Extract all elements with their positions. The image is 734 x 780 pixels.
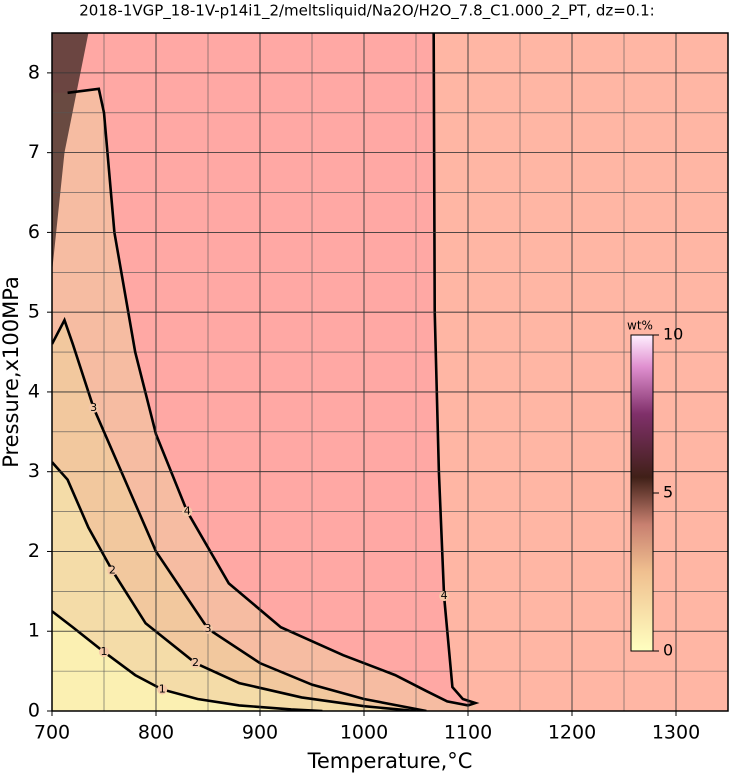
colorbar (630, 334, 654, 652)
contour-label: 2 (109, 564, 116, 577)
contour-label: 3 (205, 622, 212, 635)
contour-line (52, 316, 427, 711)
colorbar-tick-label: 0 (663, 641, 673, 660)
x-tick-label: 1100 (444, 722, 492, 744)
y-tick-label: 5 (28, 301, 40, 323)
contour-label-bg (157, 684, 168, 695)
contour-line (52, 461, 417, 711)
contour-label: 1 (159, 682, 166, 695)
y-tick-label: 6 (28, 221, 40, 243)
contour-label-bg (182, 506, 193, 517)
x-tick-label: 900 (242, 722, 278, 744)
y-tick-label: 1 (28, 620, 40, 642)
contour-label: 3 (90, 401, 97, 414)
y-tick-label: 8 (28, 61, 40, 83)
contour-label-bg (439, 591, 450, 602)
overlay: 700 800 900 1000 1100 1200 1300 0 1 2 3 4 5 6 7 8 0 5 10 (28, 32, 729, 744)
y-tick-label: 2 (28, 540, 40, 562)
x-tick-label: 1200 (548, 722, 596, 744)
region (52, 320, 427, 711)
dense-edge (52, 33, 89, 273)
y-axis-label: Pressure,x100MPa (0, 276, 23, 468)
plot-frame (51, 32, 729, 712)
region (52, 611, 323, 711)
contour-label-bg (190, 658, 201, 669)
region (52, 462, 416, 711)
contour-label: 4 (184, 505, 191, 518)
x-tick-label: 1000 (340, 722, 388, 744)
colorbar-label: wt% (627, 319, 653, 333)
contour-label-bg (107, 565, 118, 576)
y-tick-label: 3 (28, 460, 40, 482)
chart-title: 2018-1VGP_18-1V-p14i1_2/meltsliquid/Na2O… (79, 2, 655, 21)
contour-label-bg (99, 646, 109, 657)
plot-area: 1 1 2 2 3 3 4 4 (52, 33, 728, 711)
y-tick-label: 0 (28, 700, 40, 722)
contour-label: 1 (101, 645, 108, 658)
contour-label: 2 (192, 656, 199, 669)
contour-label-bg (88, 402, 99, 413)
colorbar-tick-label: 5 (663, 483, 673, 502)
region (52, 33, 476, 706)
x-axis-label: Temperature,°C (307, 749, 473, 773)
y-tick-label: 4 (28, 380, 40, 402)
colorbar-tick-label: 10 (663, 325, 683, 344)
contour-line (67, 33, 480, 707)
x-tick-label: 800 (138, 722, 174, 744)
y-tick-label: 7 (28, 141, 40, 163)
contour-label: 4 (441, 589, 448, 602)
x-tick-label: 1300 (652, 722, 700, 744)
x-tick-label: 700 (34, 722, 70, 744)
